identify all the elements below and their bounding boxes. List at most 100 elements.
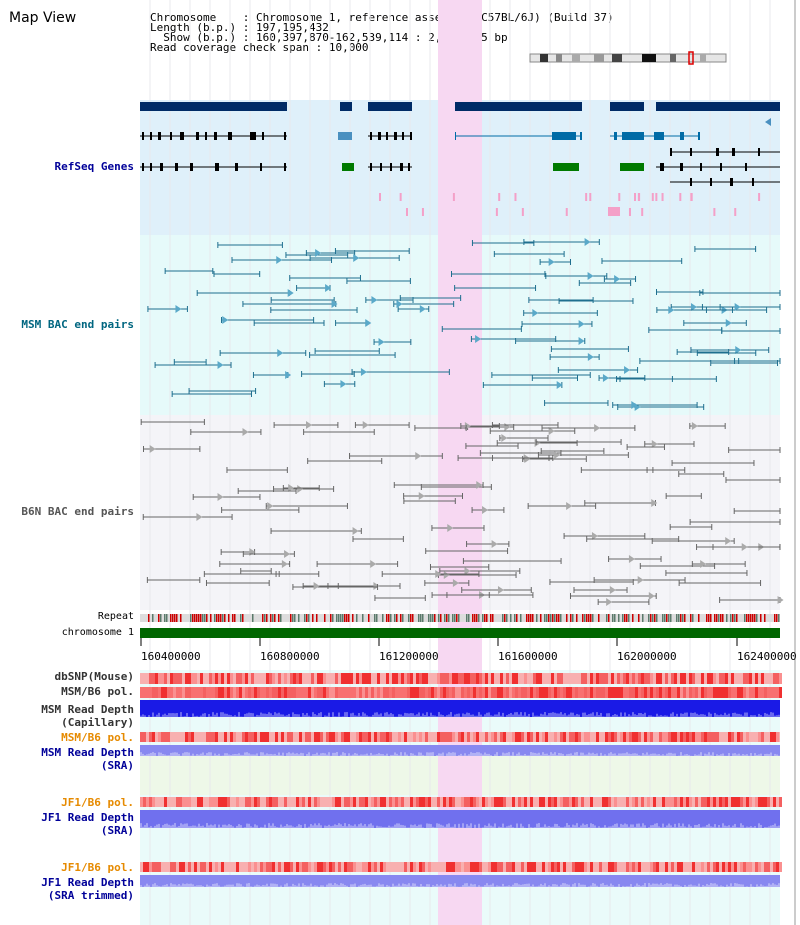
depth-variation (314, 885, 316, 887)
depth-variation (670, 752, 672, 756)
pol-cell (242, 687, 245, 698)
gene-exon (378, 132, 381, 140)
repeat-mark (440, 614, 442, 622)
pol-cell (731, 732, 734, 742)
pol-cell (662, 797, 665, 807)
refseq-gene-block (656, 102, 780, 111)
depth-variation (266, 713, 268, 717)
pol-cell (179, 797, 182, 807)
bac-marker (668, 306, 675, 314)
depth-variation (358, 755, 360, 756)
depth-variation (550, 712, 552, 717)
gene-exon (228, 132, 232, 140)
pol-cell (497, 862, 500, 872)
pol-cell (362, 862, 365, 872)
depth-variation (438, 753, 440, 756)
pol-cell (164, 732, 167, 742)
pol-cell (491, 673, 494, 684)
pol-cell (416, 797, 419, 807)
bac-marker (396, 300, 403, 308)
depth-variation (648, 754, 650, 756)
pol-cell (431, 687, 434, 698)
pol-cell (215, 732, 218, 742)
depth-variation (590, 823, 592, 828)
bac-marker (362, 421, 369, 429)
bac-marker (735, 346, 742, 354)
repeat-mark (560, 614, 562, 622)
pol-cell (452, 797, 455, 807)
depth-variation (554, 823, 556, 828)
depth-variation (496, 714, 498, 717)
repeat-mark (324, 614, 326, 622)
repeat-mark (478, 614, 480, 622)
depth-variation (736, 883, 738, 887)
pol-cell (392, 797, 395, 807)
pol-cell (497, 687, 500, 698)
repeat-mark (444, 614, 446, 622)
repeat-mark (298, 614, 300, 622)
depth-variation (368, 884, 370, 887)
repeat-mark (710, 614, 712, 622)
pol-cell (596, 732, 599, 742)
depth-variation (622, 753, 624, 756)
depth-variation (154, 883, 156, 887)
repeat-mark (192, 614, 194, 622)
refseq-genes-label: RefSeq Genes (54, 160, 134, 173)
pol-cell (383, 687, 386, 698)
depth-variation (736, 754, 738, 756)
depth-variation (648, 827, 650, 828)
depth-variation (618, 716, 620, 717)
pol-cell (656, 687, 659, 698)
depth-variation (152, 884, 154, 887)
snp-mark (498, 193, 501, 201)
depth-variation (758, 823, 760, 828)
depth-variation (582, 884, 584, 887)
pol-cell (140, 797, 143, 807)
repeat-label: Repeat (97, 611, 134, 622)
depth-variation (522, 715, 524, 717)
repeat-mark (432, 614, 434, 622)
depth-variation (234, 886, 236, 887)
pol-cell (338, 797, 341, 807)
depth-variation (470, 752, 472, 756)
repeat-mark (628, 614, 630, 622)
pol-cell (218, 673, 221, 684)
depth-variation (376, 712, 378, 717)
depth-variation (744, 827, 746, 828)
pol-cell (479, 687, 482, 698)
depth-variation (412, 825, 414, 828)
depth-variation (298, 754, 300, 756)
depth-variation (342, 883, 344, 887)
pol-cell (680, 673, 683, 684)
depth-variation (554, 752, 556, 756)
depth-variation (688, 824, 690, 828)
pol-cell (719, 673, 722, 684)
pol-cell (689, 687, 692, 698)
snp-mark (495, 208, 498, 216)
repeat-mark (666, 614, 668, 622)
depth-variation (270, 825, 272, 828)
repeat-mark (294, 614, 296, 622)
depth-variation (216, 712, 218, 717)
depth-variation (508, 752, 510, 756)
depth-variation (618, 753, 620, 756)
depth-variation (606, 827, 608, 828)
pol-cell (161, 673, 164, 684)
depth-variation (316, 715, 318, 717)
repeat-mark (678, 614, 680, 622)
depth-variation (356, 753, 358, 756)
pol-cell (626, 862, 629, 872)
depth-variation (662, 823, 664, 828)
depth-variation (456, 713, 458, 717)
repeat-mark (720, 614, 722, 622)
bac-marker (648, 592, 655, 600)
depth-variation (140, 752, 142, 756)
pol-cell (674, 673, 677, 684)
pol-cell (467, 687, 470, 698)
depth-variation (228, 714, 230, 717)
dbsnp-label: dbSNP(Mouse) (54, 670, 134, 683)
pol-cell (701, 797, 704, 807)
pol-cell (746, 797, 749, 807)
pol-cell (713, 673, 716, 684)
